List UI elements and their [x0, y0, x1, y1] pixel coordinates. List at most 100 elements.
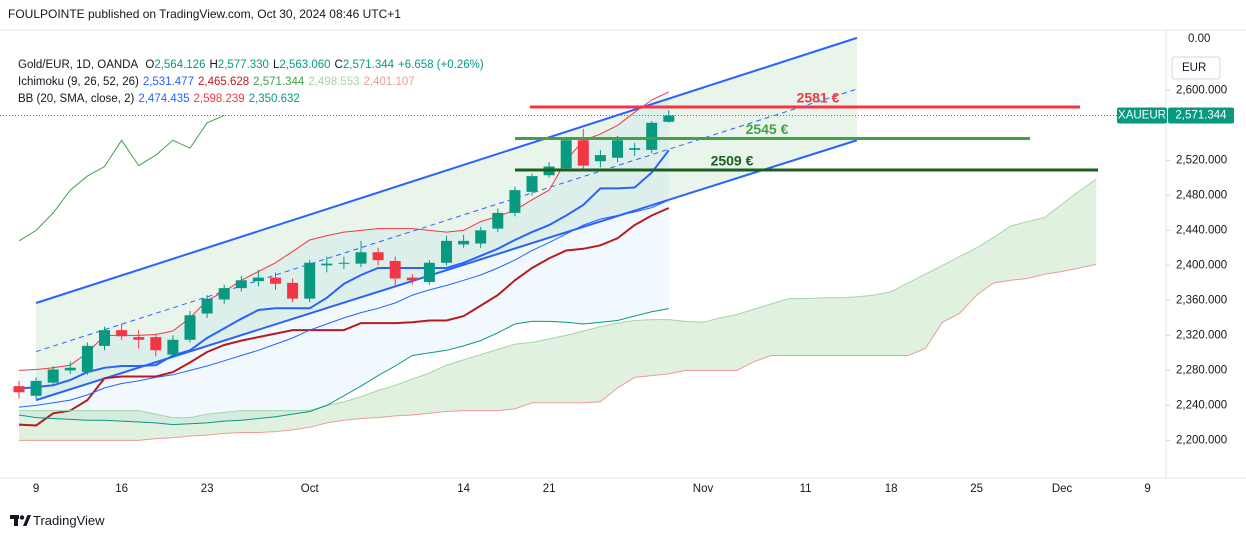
x-tick-label: Oct: [301, 483, 320, 495]
candle-body: [167, 339, 179, 355]
band-fill: [19, 179, 1097, 441]
x-tick-label: 16: [115, 483, 128, 495]
ohlc-value: 2,563.060: [279, 59, 331, 71]
change-value: +6.658 (+0.26%): [398, 59, 484, 71]
x-tick-label: 18: [885, 483, 898, 495]
candle-body: [441, 240, 452, 263]
candle-body: [338, 262, 350, 264]
indicator-line: [19, 263, 1097, 441]
indicator-line: [18, 207, 670, 427]
currency-label: EUR: [1182, 62, 1206, 74]
candle-body: [150, 337, 162, 351]
currency-box[interactable]: [1171, 56, 1221, 80]
logo-icon: [10, 515, 31, 526]
indicator-value: 2,474.435: [138, 93, 190, 105]
publish-header: FOULPOINTE published on TradingView.com,…: [8, 7, 401, 21]
ohlc-key: L: [272, 59, 280, 71]
candle-body: [612, 140, 623, 158]
price-tag: [1168, 107, 1234, 124]
logo-part: [14, 515, 18, 526]
level-label: 2581 €: [797, 90, 840, 106]
candle-body: [270, 277, 281, 284]
logo-part: [23, 515, 31, 526]
x-tick-label: Nov: [693, 483, 714, 495]
channel-upper: [35, 36, 858, 304]
indicator-legend: Ichimoku (9, 26, 52, 26) 2,531.477 2,465.6…: [18, 76, 419, 88]
candle-body: [184, 315, 196, 340]
level-label: 2509 €: [711, 153, 754, 169]
candle-body: [252, 277, 264, 282]
candle-body: [509, 190, 521, 213]
indicator-line: [18, 149, 670, 390]
candle-body: [389, 261, 401, 279]
x-tick-label: Dec: [1052, 483, 1073, 495]
candle-body: [99, 330, 110, 346]
candle-body: [81, 345, 93, 373]
indicator-value: 2,598.239: [193, 93, 245, 105]
symbol-tag-label: XAUEUR: [1118, 109, 1166, 121]
indicator-value: 2,571.344: [253, 76, 305, 88]
indicator-line: [19, 178, 1097, 419]
candle-body: [475, 230, 487, 244]
plot-area: 2581 € 2545 € 2509 €: [13, 36, 1098, 441]
ohlc-value: 2,577.330: [217, 59, 269, 71]
symbol-legend: Gold/EUR, 1D, OANDA O2,564.126 H2,577.330…: [18, 59, 488, 71]
candle-body: [13, 386, 25, 393]
ohlc-value: 2,571.344: [342, 59, 395, 71]
indicator-legend: BB (20, SMA, close, 2) 2,474.435 2,598.239…: [18, 93, 304, 105]
candle-body: [321, 263, 333, 266]
candle-body: [560, 140, 572, 169]
y-tick-label: 2,600.000: [1176, 84, 1227, 96]
indicator-line: [18, 114, 225, 242]
candle-body: [116, 330, 128, 337]
y-tick-label: 2,520.000: [1176, 154, 1227, 166]
y-tick-label: 2,480.000: [1176, 189, 1227, 201]
indicator-line: [18, 199, 669, 408]
indicator-title: BB (20, SMA, close, 2): [18, 93, 135, 105]
candle-body: [133, 337, 145, 340]
price-tag-label: 2,571.344: [1175, 109, 1227, 121]
y-tick-label: 2,440.000: [1176, 224, 1227, 236]
candle-body: [458, 240, 470, 245]
indicator-value: 2,498.553: [308, 76, 360, 88]
candle-body: [526, 176, 538, 192]
candle-body: [492, 212, 504, 229]
indicator-value: 2,531.477: [142, 76, 194, 88]
candle-body: [64, 367, 76, 371]
x-tick-label: 25: [970, 483, 983, 495]
y-tick-label: 2,400.000: [1176, 259, 1227, 271]
x-tick-label: 11: [800, 483, 812, 495]
candle-body: [47, 369, 59, 383]
indicator-value: 2,350.632: [248, 93, 300, 105]
x-tick-label: 21: [543, 483, 556, 495]
candle-body: [201, 298, 213, 314]
indicator-value: 2,465.628: [197, 76, 250, 88]
candle-body: [218, 288, 230, 300]
y-tick-label: 2,280.000: [1176, 364, 1227, 376]
candle-body: [406, 277, 418, 281]
candle-body: [235, 280, 247, 289]
x-tick-label: 9: [33, 483, 39, 495]
candle-body: [355, 252, 367, 264]
candle-body: [646, 122, 658, 150]
candle-body: [577, 140, 589, 166]
x-tick-label: 23: [201, 483, 214, 495]
candle-body: [304, 262, 316, 299]
indicator-title: Ichimoku (9, 26, 52, 26): [18, 76, 139, 88]
x-tick-label: 14: [457, 483, 470, 495]
ohlc-value: 2,564.126: [154, 59, 206, 71]
y-tick-label: 2,200.000: [1176, 434, 1227, 446]
ohlc-key: C: [334, 59, 343, 71]
candle-body: [30, 380, 42, 396]
candle-body: [372, 252, 384, 261]
ohlc-key: H: [209, 59, 218, 71]
x-tick-label: 9: [1144, 483, 1150, 495]
candle-body: [594, 155, 606, 162]
symbol-name: Gold/EUR, 1D, OANDA: [18, 59, 139, 71]
candle-body: [287, 282, 299, 299]
candle-body: [663, 115, 675, 122]
footer-brand: TradingView: [33, 513, 105, 528]
indicator-line: [18, 308, 669, 426]
